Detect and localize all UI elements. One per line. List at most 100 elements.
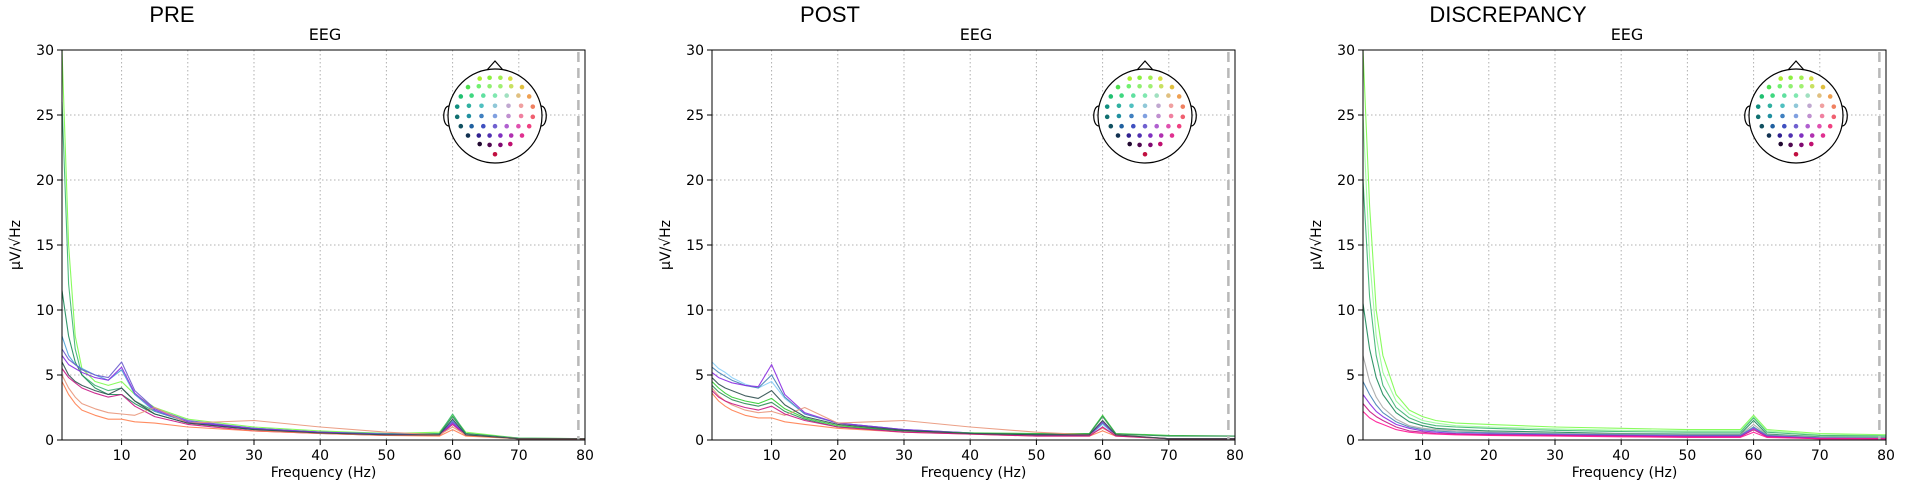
y-tick-label: 20	[1337, 173, 1355, 189]
sensor-dot	[1820, 133, 1826, 138]
sensor-dot	[1158, 76, 1163, 81]
sensor-dot	[1119, 93, 1124, 98]
sensor-dot	[1766, 133, 1772, 138]
x-tick-label: 20	[829, 448, 847, 464]
sensor-dot	[1788, 83, 1793, 89]
sensor-dot	[1793, 103, 1799, 109]
psd-series-line-3	[711, 381, 1236, 437]
sensor-dot	[469, 93, 474, 98]
y-tick-label: 25	[686, 108, 704, 124]
sensor-dot	[477, 141, 483, 147]
x-tick-label: 50	[377, 448, 395, 464]
sensor-dot	[465, 133, 471, 138]
sensor-dot	[492, 113, 498, 119]
sensor-dot	[1168, 103, 1174, 109]
y-tick-label: 0	[695, 433, 704, 449]
psd-series-line-6	[61, 368, 585, 440]
x-tick-label: 10	[113, 448, 131, 464]
sensor-dot	[492, 103, 498, 109]
sensor-dot	[516, 123, 521, 129]
sensor-dot	[1788, 75, 1793, 81]
sensor-dot	[1156, 113, 1161, 119]
sensor-dot	[487, 75, 492, 81]
y-tick-label: 15	[686, 238, 704, 254]
panel-subtitle-discrepancy: EEG	[1611, 25, 1644, 44]
head-right-ear	[1190, 105, 1197, 127]
sensor-dot	[466, 113, 472, 119]
sensor-dot	[1148, 75, 1153, 81]
psd-series-line-2	[61, 290, 585, 440]
x-tick-label: 10	[763, 448, 781, 464]
sensor-dot	[506, 103, 511, 109]
y-tick-label: 25	[36, 108, 54, 124]
sensor-dot	[1755, 114, 1761, 120]
sensor-dot	[1131, 93, 1136, 98]
x-tick-label: 80	[576, 448, 594, 464]
sensor-dot	[1131, 123, 1136, 129]
head-left-ear	[1744, 105, 1751, 127]
sensor-dot	[492, 151, 498, 157]
panel-title-discrepancy: DISCREPANCY	[1429, 2, 1587, 27]
x-tick-label: 80	[1226, 448, 1244, 464]
sensor-dot	[1817, 123, 1822, 129]
y-tick-label: 15	[36, 238, 54, 254]
x-tick-label: 50	[1678, 448, 1696, 464]
psd-series-line-1	[1362, 114, 1887, 436]
sensor-dot	[1180, 114, 1186, 120]
psd-series-line-7	[711, 390, 1235, 440]
sensor-dot	[1158, 133, 1164, 138]
panel-title-pre: PRE	[149, 2, 194, 27]
sensor-dot	[1142, 113, 1148, 119]
sensor-dot	[1129, 103, 1134, 109]
sensor-dot	[1827, 94, 1833, 99]
sensor-dot	[1104, 114, 1110, 120]
sensor-dot	[1169, 133, 1175, 138]
x-tick-label: 30	[895, 448, 913, 464]
sensor-dot	[476, 83, 482, 89]
sensor-dot	[1820, 84, 1826, 90]
sensor-dot	[1805, 123, 1810, 129]
sensor-dot	[1755, 104, 1761, 109]
y-axis-label: µV/√Hz	[1309, 220, 1325, 270]
sensor-topomap-inset	[443, 60, 547, 164]
sensor-dot	[492, 123, 498, 129]
sensor-dot	[1778, 76, 1783, 81]
sensor-dot	[1770, 123, 1775, 129]
psd-series-line-8	[61, 381, 585, 440]
x-axis-label: Frequency (Hz)	[271, 465, 377, 480]
sensor-dot	[1805, 93, 1810, 98]
sensor-dot	[1827, 123, 1833, 129]
sensor-dot	[1807, 113, 1812, 119]
sensor-dot	[504, 123, 510, 129]
sensor-dot	[519, 133, 525, 138]
sensor-dot	[1793, 123, 1799, 129]
psd-series-line-2	[711, 364, 1235, 440]
sensor-dot	[1158, 83, 1164, 89]
panel-discrepancy: DISCREPANCY EEG 10 20 30 40 50 60 70 80 0 5 10 15 20…	[1309, 2, 1895, 480]
sensor-dot	[1108, 94, 1114, 99]
sensor-dot	[1767, 103, 1773, 109]
sensor-dot	[526, 94, 532, 99]
sensor-dot	[1780, 103, 1785, 109]
x-tick-label: 70	[1160, 448, 1178, 464]
head-right-ear	[1841, 105, 1848, 127]
sensor-dot	[487, 83, 492, 89]
sensor-dot	[1782, 93, 1787, 98]
sensor-dot	[1115, 133, 1121, 138]
sensor-dot	[1129, 113, 1134, 119]
sensor-dot	[1180, 104, 1186, 109]
psd-series-line-4	[61, 348, 585, 440]
sensor-dot	[1148, 133, 1153, 138]
sensor-dot	[1119, 123, 1124, 129]
sensor-dot	[1137, 133, 1142, 138]
sensor-dot	[506, 113, 511, 119]
sensor-dot	[1799, 83, 1804, 89]
y-tick-label: 10	[1337, 303, 1355, 319]
x-tick-label: 60	[1094, 448, 1112, 464]
x-tick-label: 20	[1480, 448, 1498, 464]
sensor-dot	[508, 83, 514, 89]
panel-pre: PRE EEG 10 20 30 40 50 60 70 80 0 5 10 15 20 25 30 Freq…	[8, 2, 594, 480]
sensor-dot	[518, 113, 524, 119]
sensor-dot	[465, 84, 471, 90]
